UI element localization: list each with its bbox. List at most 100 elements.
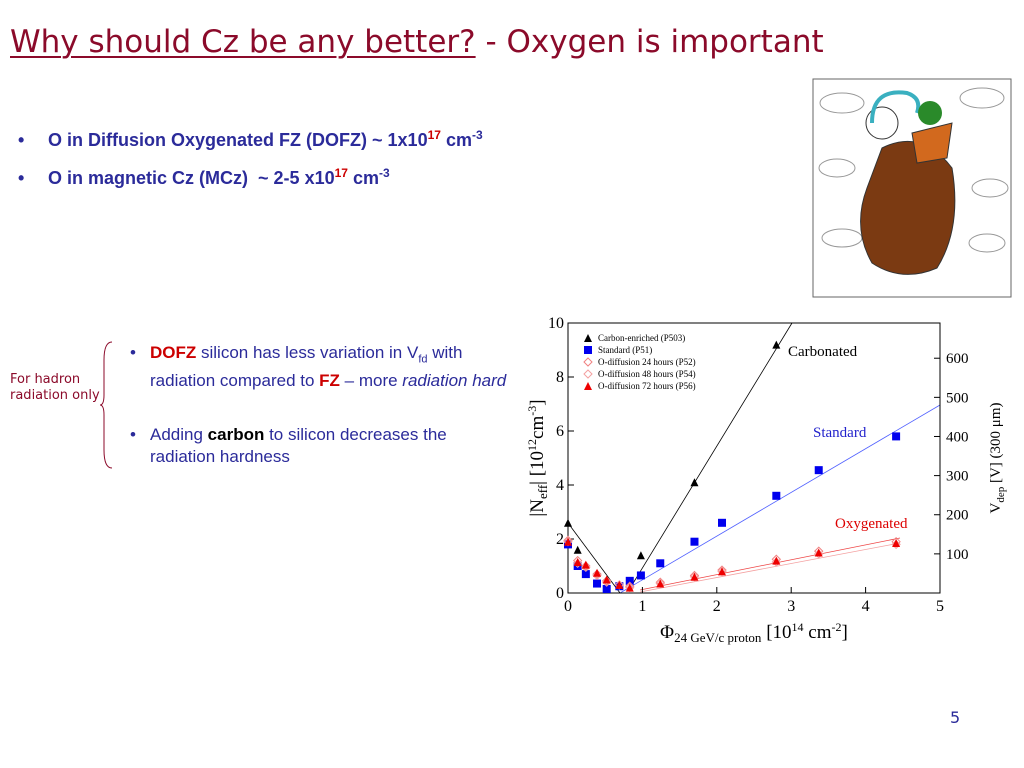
- side-note: For hadron radiation only: [10, 372, 100, 403]
- point: [625, 576, 634, 585]
- point: [581, 570, 590, 579]
- x-tick-label: 3: [787, 598, 795, 615]
- text: cm: [440, 130, 472, 150]
- y-tick-label: 2: [556, 531, 564, 548]
- legend-swatch: [584, 382, 592, 390]
- text: cm: [347, 168, 379, 188]
- text: fd: [418, 353, 428, 366]
- text: DOFZ: [150, 343, 197, 362]
- point: [581, 561, 591, 571]
- x-tick-label: 4: [862, 598, 870, 615]
- title-main: Why should Cz be any better?: [10, 24, 476, 60]
- point: [592, 569, 602, 579]
- bullet-marker: •: [130, 343, 136, 362]
- legend-label: Standard (P51): [598, 345, 652, 355]
- text: radiation hard: [402, 371, 507, 391]
- text: -3: [471, 128, 483, 142]
- text: O: [48, 130, 63, 150]
- point: [718, 567, 727, 576]
- fit-line: [639, 537, 901, 591]
- y-tick-label: 6: [556, 423, 564, 440]
- bullet-marker: •: [18, 130, 25, 150]
- text: FZ: [319, 371, 340, 391]
- point: [656, 559, 665, 568]
- y2-tick-label: 400: [946, 429, 969, 445]
- y-tick-label: 10: [548, 315, 564, 332]
- plot-frame: [567, 322, 941, 594]
- point: [636, 571, 645, 580]
- point: [572, 558, 583, 569]
- point: [581, 560, 590, 569]
- point: [772, 556, 781, 565]
- point: [593, 579, 602, 588]
- cartoon: [812, 78, 1012, 298]
- point: [891, 539, 901, 550]
- text: in Diffusion Oxygenated FZ (DOFZ) ~ 1x10: [67, 130, 428, 150]
- point: [892, 539, 901, 548]
- y2-tick-label: 600: [946, 351, 969, 367]
- tube: [870, 90, 921, 124]
- point: [772, 491, 781, 500]
- bullet: • O in magnetic Cz (MCz) ~ 2-5 x1017 cm-3: [18, 166, 390, 189]
- bullet-marker: •: [130, 425, 136, 444]
- point: [573, 557, 582, 566]
- text: with radiation compared to: [150, 343, 463, 391]
- fit-line: [567, 522, 621, 594]
- point: [564, 518, 572, 527]
- pot: [911, 122, 953, 164]
- text: in magnetic Cz (MCz) ~ 2-5 x10: [67, 168, 335, 188]
- text: -3: [379, 166, 390, 180]
- legend-label: O-diffusion 24 hours (P52): [598, 357, 696, 367]
- point: [593, 568, 602, 577]
- x-tick-label: 1: [638, 598, 646, 615]
- point: [656, 579, 665, 588]
- title: Why should Cz be any better? - Oxygen is…: [10, 24, 824, 60]
- fit-line: [639, 542, 901, 593]
- x-axis-label: Φ24 GeV/c proton [1014 cm-2]: [660, 620, 848, 645]
- point: • DOFZ silicon has less variation in Vfd …: [130, 342, 510, 392]
- annotation: Standard: [813, 425, 867, 441]
- legend-label: O-diffusion 72 hours (P56): [598, 381, 696, 391]
- page-number: 5: [950, 708, 961, 727]
- point: [892, 432, 901, 441]
- point: [771, 557, 782, 567]
- point: [573, 562, 582, 570]
- text: 17: [334, 166, 348, 180]
- y2-tick-label: 300: [946, 469, 969, 485]
- point: [718, 518, 727, 527]
- point: [615, 580, 624, 589]
- plant: [918, 101, 942, 125]
- point: [772, 340, 781, 349]
- text: Adding: [150, 425, 208, 444]
- legend-swatch: [583, 369, 593, 379]
- text: silicon has less variation in V: [196, 343, 419, 362]
- clouds: [818, 87, 1009, 253]
- point: [690, 537, 699, 546]
- legend-label: Carbon-enriched (P503): [598, 333, 685, 343]
- y-tick-label: 0: [556, 585, 564, 602]
- point: [636, 551, 645, 560]
- legend-swatch: [584, 346, 592, 354]
- point: [602, 575, 611, 584]
- y2-tick-label: 200: [946, 508, 969, 524]
- legend-swatch: [584, 334, 592, 342]
- y2-axis-label: Vdep [V] (300 μm): [988, 402, 1007, 513]
- point: [814, 548, 823, 557]
- title-sub: - Oxygen is important: [475, 24, 824, 60]
- fit-line: [631, 322, 793, 586]
- y2-tick-label: 100: [946, 547, 969, 563]
- point: [602, 584, 611, 593]
- point: [573, 545, 582, 554]
- point: • Adding carbon to silicon decreases the …: [130, 424, 510, 468]
- text: 17: [427, 128, 441, 142]
- point: [814, 549, 824, 559]
- point: [814, 466, 823, 475]
- legend-label: O-diffusion 48 hours (P54): [598, 369, 696, 379]
- point: [625, 583, 634, 592]
- point: [690, 572, 699, 581]
- point: [690, 478, 699, 487]
- bullet: • O in Diffusion Oxygenated FZ (DOFZ) ~ 1…: [18, 128, 483, 151]
- text: carbon: [207, 425, 265, 444]
- chart: Carbonated Standard Oxygenated Φ24 GeV/c…: [525, 315, 1007, 645]
